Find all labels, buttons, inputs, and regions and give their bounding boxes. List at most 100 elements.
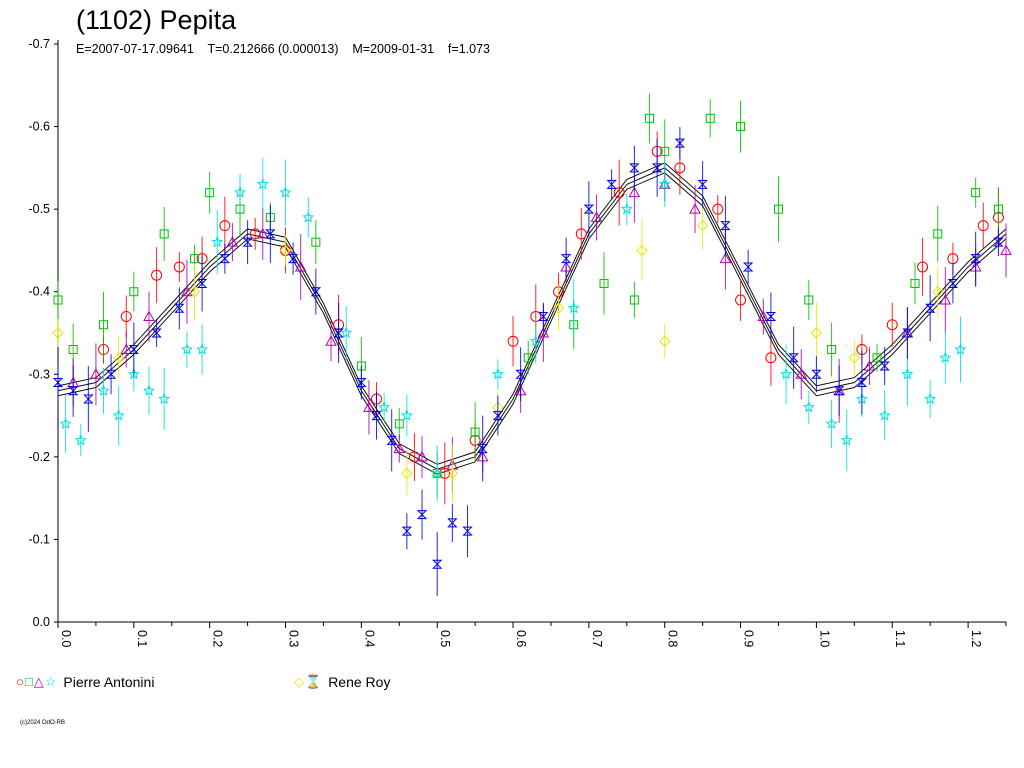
x-tick-label: 0.9: [742, 630, 756, 647]
series-4: [59, 158, 967, 502]
data-point: [151, 269, 163, 281]
data-point: [190, 254, 200, 264]
data-point: [719, 252, 732, 264]
y-tick-label: -0.3: [28, 367, 50, 381]
legend-item-observer1: ○□△☆ Pierre Antonini: [16, 674, 154, 690]
y-tick-label: -0.1: [28, 532, 50, 546]
x-tick-label: 1.1: [893, 630, 907, 647]
data-point: [629, 295, 639, 305]
data-point: [932, 286, 944, 298]
data-point: [804, 295, 814, 305]
data-point: [810, 327, 823, 339]
x-tick-label: 0.1: [135, 630, 149, 647]
data-point: [606, 179, 617, 189]
data-point: [765, 352, 777, 364]
data-point: [878, 409, 891, 421]
data-point: [158, 392, 171, 405]
data-point: [560, 254, 572, 264]
series-5: [52, 201, 944, 503]
data-point: [795, 368, 808, 379]
data-point: [447, 518, 458, 528]
data-point: [446, 467, 459, 480]
data-point: [470, 427, 480, 437]
series-1: [98, 131, 1004, 505]
x-tick-label: 0.2: [211, 630, 225, 647]
data-point: [696, 219, 709, 232]
legend-markers-observer1: ○□△☆: [16, 674, 58, 689]
data-point: [294, 260, 307, 272]
series-6: [52, 127, 1004, 597]
data-point: [477, 444, 488, 454]
data-point: [567, 301, 580, 314]
data-point: [416, 450, 428, 462]
data-point: [363, 401, 375, 412]
data-point: [645, 113, 655, 123]
data-point: [736, 122, 746, 132]
data-point: [265, 229, 276, 239]
chart-title: (1102) Pepita: [76, 5, 237, 35]
data-point: [256, 178, 269, 190]
data-point: [971, 188, 981, 198]
data-point: [523, 353, 533, 363]
data-point: [902, 328, 913, 338]
data-point: [827, 345, 837, 355]
data-point: [856, 378, 868, 388]
data-point: [977, 220, 989, 232]
data-point: [105, 369, 117, 379]
data-point: [970, 254, 981, 264]
data-point: [674, 162, 686, 174]
data-point: [840, 434, 853, 446]
data-point: [954, 343, 967, 355]
data-point: [180, 343, 193, 355]
data-point: [120, 310, 132, 322]
data-point: [863, 359, 876, 371]
data-point: [674, 138, 686, 148]
data-points: [52, 93, 1012, 597]
x-tick-label: 0.8: [666, 630, 680, 647]
fit-curve-line: [57, 172, 1007, 475]
data-point: [917, 261, 929, 273]
x-tick-label: 0.7: [590, 630, 604, 647]
data-point: [924, 392, 937, 405]
data-point: [416, 510, 428, 520]
data-point: [371, 411, 382, 421]
lightcurve-plot: 0.0 -0.1 -0.2 -0.3 -0.4 -0.5 -0.6 -0.7 0.0 0.1 0.2…: [28, 37, 1012, 647]
data-point: [705, 113, 715, 123]
data-point: [226, 236, 239, 247]
data-point: [393, 442, 406, 454]
x-tick-label: 0.3: [287, 630, 301, 647]
copyright-note: (c)2024 OdO-RB: [20, 720, 66, 726]
data-point: [773, 204, 783, 214]
data-point: [256, 227, 269, 239]
x-tick-label: 0.0: [59, 630, 73, 647]
data-point: [234, 186, 247, 198]
data-point: [53, 295, 63, 305]
y-tick-label: -0.2: [28, 450, 50, 464]
data-point: [302, 211, 315, 223]
data-point: [529, 334, 542, 347]
data-point: [689, 203, 701, 214]
data-point: [173, 261, 185, 273]
data-point: [196, 278, 208, 288]
data-point: [537, 326, 550, 338]
y-tick-label: -0.4: [28, 285, 50, 299]
legend-markers-observer2: ◇⌛: [294, 674, 323, 689]
data-point: [431, 559, 443, 569]
data-point: [52, 378, 64, 388]
x-tick-label: 0.5: [438, 630, 452, 647]
data-point: [219, 254, 231, 264]
data-point: [143, 384, 156, 396]
legend-label-observer2: Rene Roy: [328, 674, 391, 690]
data-point: [833, 386, 845, 396]
data-point: [939, 351, 952, 363]
data-point: [802, 401, 815, 413]
data-point: [659, 335, 671, 347]
data-point: [219, 220, 231, 232]
data-point: [128, 345, 140, 355]
data-point: [629, 163, 640, 173]
data-point: [575, 228, 587, 240]
data-point: [825, 417, 838, 429]
data-point: [848, 352, 861, 364]
data-point: [872, 353, 882, 363]
data-point: [211, 235, 224, 248]
